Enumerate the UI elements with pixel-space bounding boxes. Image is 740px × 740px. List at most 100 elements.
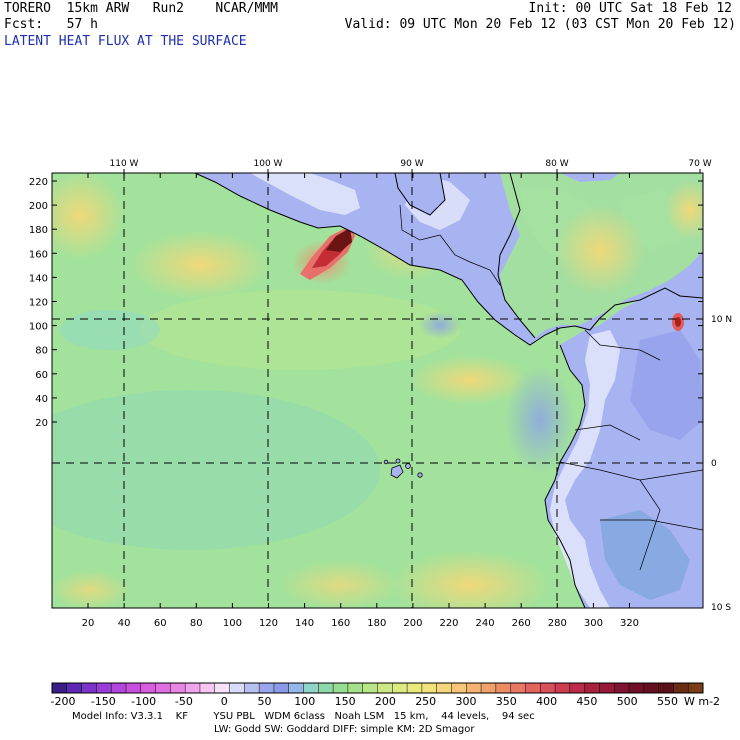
x-tick-label: 240 bbox=[476, 618, 495, 629]
cool-patch bbox=[418, 311, 462, 339]
colorbar-swatch bbox=[170, 683, 186, 693]
colorbar-swatch bbox=[52, 683, 68, 693]
x-tick-label: 20 bbox=[82, 618, 95, 629]
colorbar-swatch bbox=[333, 683, 349, 693]
colorbar-swatch bbox=[540, 683, 556, 693]
colorbar-label: 50 bbox=[258, 695, 272, 708]
colorbar-swatch bbox=[673, 683, 689, 693]
top-lon-label: 110 W bbox=[110, 159, 139, 169]
colorbar-swatch bbox=[525, 683, 541, 693]
colorbar-label: 400 bbox=[536, 695, 557, 708]
colorbar-swatch bbox=[510, 683, 526, 693]
x-tick-label: 280 bbox=[548, 618, 567, 629]
colorbar-swatch bbox=[555, 683, 571, 693]
cool-patch bbox=[60, 310, 160, 350]
y-tick-label: 20 bbox=[35, 418, 48, 429]
colorbar-swatch bbox=[392, 683, 408, 693]
colorbar-swatch bbox=[643, 683, 660, 693]
colorbar-swatch bbox=[140, 683, 156, 693]
colorbar-swatch bbox=[569, 683, 586, 693]
colorbar-swatch bbox=[273, 683, 290, 693]
colorbar-swatch bbox=[421, 683, 438, 693]
warm-patch bbox=[390, 550, 550, 608]
map-area bbox=[52, 173, 703, 608]
flux-low-band bbox=[140, 290, 460, 370]
x-tick-label: 200 bbox=[403, 618, 422, 629]
right-lat-label: 10 S bbox=[711, 603, 731, 613]
flux-low-band bbox=[52, 390, 380, 550]
x-tick-label: 320 bbox=[620, 618, 639, 629]
colorbar-swatch bbox=[303, 683, 319, 693]
colorbar-swatch bbox=[185, 683, 201, 693]
colorbar-label: -200 bbox=[51, 695, 76, 708]
colorbar-swatch bbox=[66, 683, 82, 693]
warm-patch bbox=[52, 173, 125, 260]
header-forecast-line: Fcst: 57 h bbox=[4, 17, 98, 32]
colorbar-swatch bbox=[125, 683, 142, 693]
y-tick-label: 100 bbox=[29, 322, 48, 333]
colorbar-swatch bbox=[259, 683, 275, 693]
map-frame bbox=[51, 172, 704, 609]
top-lon-label: 80 W bbox=[545, 159, 568, 169]
y-tick-label: 160 bbox=[29, 249, 48, 260]
right-lat-label: 10 N bbox=[711, 315, 732, 325]
colorbar-unit: W m-2 bbox=[684, 695, 720, 708]
x-tick-label: 220 bbox=[439, 618, 458, 629]
colorbar-label: -50 bbox=[175, 695, 193, 708]
y-tick-label: 60 bbox=[35, 370, 48, 381]
colorbar-label: 100 bbox=[294, 695, 315, 708]
colorbar-swatch bbox=[407, 683, 423, 693]
colorbar-swatch bbox=[214, 683, 230, 693]
colorbar-swatch bbox=[81, 683, 97, 693]
colorbar-label: 350 bbox=[496, 695, 517, 708]
warm-patch bbox=[555, 205, 645, 295]
graticule bbox=[52, 173, 703, 608]
colorbar-label: -100 bbox=[131, 695, 156, 708]
colorbar-swatch bbox=[244, 683, 260, 693]
y-tick-label: 80 bbox=[35, 346, 48, 357]
colorbar-label: 150 bbox=[335, 695, 356, 708]
yucatan-land bbox=[395, 173, 445, 215]
colorbar-swatch bbox=[318, 683, 334, 693]
y-tick-label: 140 bbox=[29, 273, 48, 284]
field-title: LATENT HEAT FLUX AT THE SURFACE bbox=[4, 34, 247, 49]
x-tick-label: 100 bbox=[223, 618, 242, 629]
colorbar-swatch bbox=[111, 683, 127, 693]
colorbar-swatch bbox=[229, 683, 245, 693]
y-tick-label: 120 bbox=[29, 298, 48, 309]
x-tick-label: 300 bbox=[584, 618, 603, 629]
colorbar-swatch bbox=[495, 683, 512, 693]
colorbar-swatch bbox=[481, 683, 497, 693]
model-info-line: Model Info: V3.3.1 KF YSU PBL WDM 6class… bbox=[72, 711, 535, 722]
colorbar-swatch bbox=[629, 683, 645, 693]
colorbar-swatch bbox=[451, 683, 467, 693]
x-tick-label: 60 bbox=[154, 618, 167, 629]
colorbar-swatch bbox=[199, 683, 216, 693]
maracaibo-hotspot bbox=[675, 317, 681, 327]
colorbar-label: 200 bbox=[375, 695, 396, 708]
warm-patch bbox=[280, 560, 400, 608]
header-valid-line: Valid: 09 UTC Mon 20 Feb 12 (03 CST Mon … bbox=[344, 17, 736, 32]
top-lon-label: 70 W bbox=[688, 159, 711, 169]
x-tick-label: 180 bbox=[367, 618, 386, 629]
galapagos-islands bbox=[383, 458, 423, 479]
x-tick-label: 120 bbox=[259, 618, 278, 629]
colorbar-label: -150 bbox=[91, 695, 116, 708]
model-physics-line: LW: Godd SW: Goddard DIFF: simple KM: 2D… bbox=[214, 724, 475, 735]
cool-patch bbox=[505, 365, 575, 475]
colorbar-swatch bbox=[688, 683, 704, 693]
colorbar-swatch bbox=[362, 683, 378, 693]
colorbar-swatch bbox=[155, 683, 171, 693]
colorbar-swatch bbox=[377, 683, 393, 693]
x-tick-label: 80 bbox=[190, 618, 203, 629]
header-model-line: TORERO 15km ARW Run2 NCAR/MMM bbox=[4, 1, 278, 16]
map-axes: 110 W 100 W 90 W 80 W 70 W 10 N 0 10 S 220 200 180… bbox=[29, 159, 732, 629]
warm-patch bbox=[410, 355, 530, 405]
y-tick-label: 40 bbox=[35, 394, 48, 405]
colorbar-swatch bbox=[288, 683, 304, 693]
land-highlands bbox=[250, 173, 360, 215]
colorbar: -200 -150 -100 -50 0 50 100 150 200 250 300 350 400 4… bbox=[51, 682, 720, 708]
colorbar-swatch bbox=[96, 683, 112, 693]
warm-patch bbox=[52, 570, 130, 608]
